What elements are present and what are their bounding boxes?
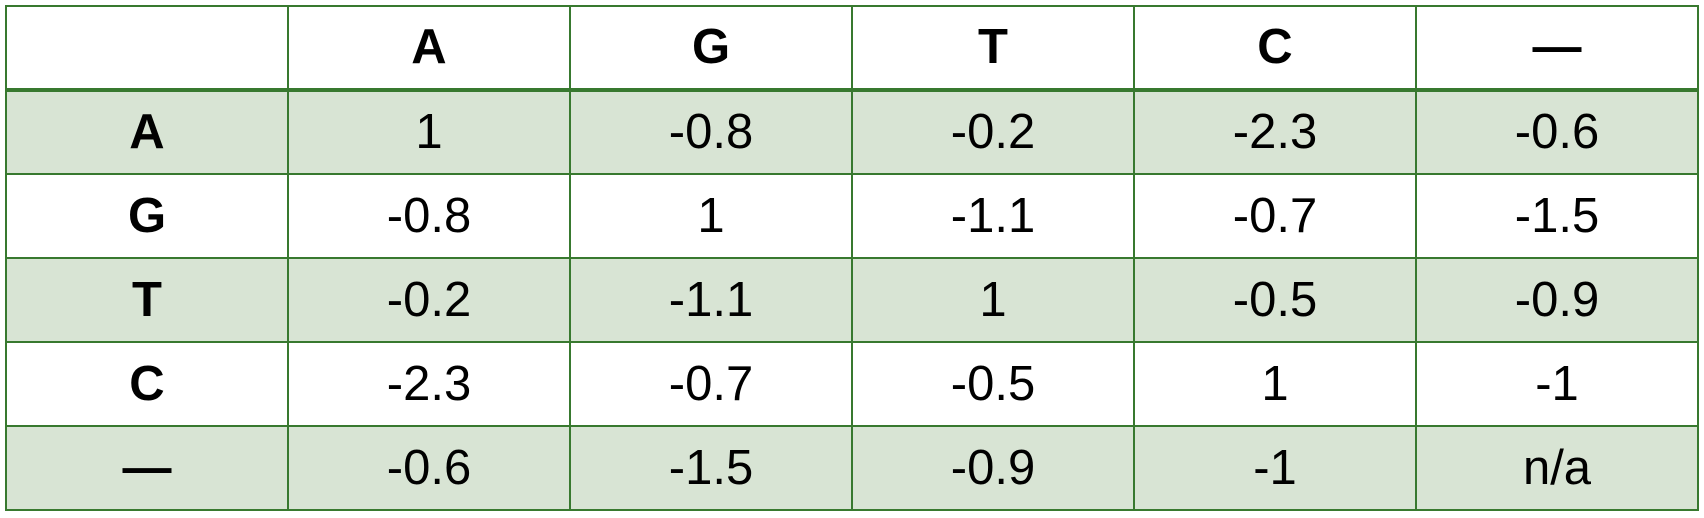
table-cell: -0.8 [287, 173, 571, 259]
table-cell: -1 [1133, 425, 1417, 511]
table-cell: -0.7 [569, 341, 853, 427]
row-header-g: G [5, 173, 289, 259]
table-cell: -1 [1415, 341, 1699, 427]
table-cell: 1 [851, 257, 1135, 343]
table-cell: -0.6 [1415, 89, 1699, 175]
table-row-gap: — -0.6 -1.5 -0.9 -1 n/a [5, 425, 1699, 511]
table-cell: -1.1 [851, 173, 1135, 259]
table-cell: -2.3 [1133, 89, 1417, 175]
table-cell: 1 [569, 173, 853, 259]
table-cell: -0.6 [287, 425, 571, 511]
header-row: A G T C — [5, 5, 1699, 92]
table-cell: -0.5 [851, 341, 1135, 427]
table-row-c: C -2.3 -0.7 -0.5 1 -1 [5, 341, 1699, 427]
corner-cell [5, 5, 289, 92]
table-row-a: A 1 -0.8 -0.2 -2.3 -0.6 [5, 89, 1699, 175]
table-cell: -1.5 [1415, 173, 1699, 259]
table-cell: 1 [1133, 341, 1417, 427]
column-header-gap: — [1415, 5, 1699, 92]
table-cell: -1.5 [569, 425, 853, 511]
column-header-a: A [287, 5, 571, 92]
column-header-t: T [851, 5, 1135, 92]
table-cell: -0.9 [1415, 257, 1699, 343]
table-cell: -0.5 [1133, 257, 1417, 343]
table-cell: -1.1 [569, 257, 853, 343]
table-cell: -0.2 [287, 257, 571, 343]
table-cell: n/a [1415, 425, 1699, 511]
table-row-t: T -0.2 -1.1 1 -0.5 -0.9 [5, 257, 1699, 343]
row-header-a: A [5, 89, 289, 175]
table-row-g: G -0.8 1 -1.1 -0.7 -1.5 [5, 173, 1699, 259]
row-header-gap: — [5, 425, 289, 511]
table-cell: -0.9 [851, 425, 1135, 511]
row-header-c: C [5, 341, 289, 427]
table-cell: -0.2 [851, 89, 1135, 175]
table-cell: -0.8 [569, 89, 853, 175]
column-header-g: G [569, 5, 853, 92]
table-cell: 1 [287, 89, 571, 175]
column-header-c: C [1133, 5, 1417, 92]
table-cell: -2.3 [287, 341, 571, 427]
table-cell: -0.7 [1133, 173, 1417, 259]
scoring-matrix-table: A G T C — A 1 -0.8 -0.2 -2.3 -0.6 G -0.8… [5, 5, 1699, 511]
row-header-t: T [5, 257, 289, 343]
